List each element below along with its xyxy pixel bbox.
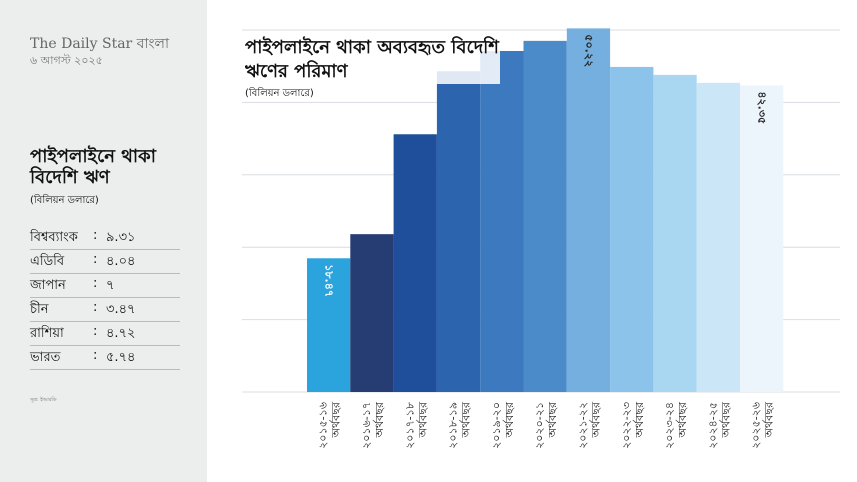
- lender-row: ভারত:৫.৭৪: [30, 348, 180, 370]
- x-tick-label: ২০২০-২১অর্থবছর: [533, 401, 559, 449]
- lender-name: চীন: [30, 302, 49, 317]
- lender-row: চীন:৩.৪৭: [30, 300, 180, 322]
- separator: :: [93, 252, 98, 267]
- separator: :: [93, 324, 98, 339]
- lender-row: রাশিয়া:৪.৭২: [30, 324, 180, 346]
- chart-subtitle: (বিলিয়ন ডলারে): [245, 88, 314, 99]
- x-tick-label: ২০১৭-১৮অর্থবছর: [403, 401, 429, 449]
- value-label: ৫০.২২: [582, 34, 595, 67]
- bar: [653, 74, 697, 392]
- lender-name: এডিবি: [30, 254, 65, 269]
- lender-row: বিশ্বব্যাংক:৯.৩১: [30, 228, 180, 250]
- x-tick-label: ২০১৫-১৬অর্থবছর: [317, 401, 343, 449]
- lender-value: ৭: [106, 278, 115, 293]
- lender-name: ভারত: [30, 350, 61, 365]
- lender-row: জাপান:৭: [30, 276, 180, 298]
- value-label: ১৮.৪৭: [323, 264, 336, 297]
- separator: :: [93, 228, 98, 243]
- bar: [480, 50, 524, 392]
- sidebar-subtitle: (বিলিয়ন ডলারে): [30, 195, 99, 206]
- x-tick-label: ২০১৬-১৭অর্থবছর: [360, 401, 386, 449]
- logo: The Daily Star বাংলা: [30, 36, 170, 52]
- x-tick-label: ২০২৫-২৬অর্থবছর: [750, 401, 776, 449]
- sidebar-title: পাইপলাইনে থাকা বিদেশি ঋণ: [30, 146, 156, 188]
- separator: :: [93, 300, 98, 315]
- x-tick-label: ২০২৩-২৪অর্থবছর: [663, 401, 689, 449]
- value-label: ৪২.৩৫: [756, 91, 769, 124]
- lender-value: ৪.০৪: [106, 254, 136, 269]
- x-tick-label: ২০২৪-২৫অর্থবছর: [706, 401, 732, 449]
- x-tick-label: ২০১৮-১৯অর্থবছর: [447, 401, 473, 449]
- x-tick-label: ২০২২-২৩অর্থবছর: [620, 401, 646, 449]
- bar: [350, 234, 394, 392]
- lender-value: ৪.৭২: [106, 326, 136, 341]
- bar: [523, 40, 567, 393]
- bar: [393, 134, 437, 393]
- lender-row: এডিবি:৪.০৪: [30, 252, 180, 274]
- lender-value: ৯.৩১: [106, 230, 136, 245]
- bar: [610, 66, 654, 392]
- lender-name: রাশিয়া: [30, 326, 64, 341]
- x-tick-label: ২০২১-২২অর্থবছর: [576, 401, 602, 449]
- lender-value: ৫.৭৪: [106, 350, 136, 365]
- bar: [566, 28, 611, 393]
- bar: [436, 71, 481, 392]
- lender-name: বিশ্বব্যাংক: [30, 230, 78, 245]
- bar: [307, 258, 351, 392]
- lender-value: ৩.৪৭: [106, 302, 136, 317]
- separator: :: [93, 276, 98, 291]
- chart-title: পাইপলাইনে থাকা অব্যবহৃত বিদেশি ঋণের পরিম…: [245, 36, 500, 84]
- separator: :: [93, 348, 98, 363]
- lender-name: জাপান: [30, 278, 66, 293]
- sidebar: The Daily Star বাংলা ৬ আগস্ট ২০২৫ পাইপলা…: [0, 0, 207, 482]
- bar: [740, 85, 784, 393]
- date: ৬ আগস্ট ২০২৫: [30, 54, 103, 67]
- bar: [696, 82, 740, 393]
- x-tick-label: ২০১৯-২০অর্থবছর: [490, 401, 516, 449]
- source: সূত্র: ইআরডি: [30, 397, 57, 403]
